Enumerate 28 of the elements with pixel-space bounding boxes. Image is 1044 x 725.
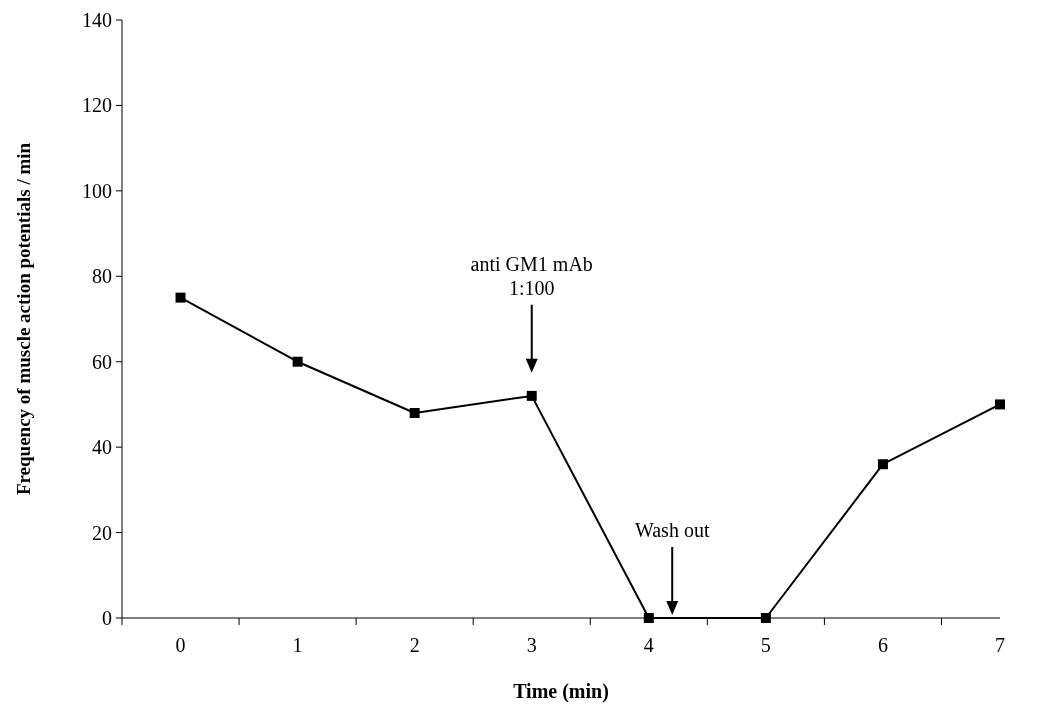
x-tick-label: 0 <box>175 634 186 656</box>
y-tick-label: 100 <box>82 179 112 202</box>
annotation: anti GM1 mAb 1:100 <box>470 252 593 299</box>
y-tick-label: 0 <box>102 607 112 629</box>
x-tick-label: 5 <box>760 634 771 656</box>
x-tick-label: 1 <box>292 634 303 656</box>
x-tick-label: 6 <box>877 634 888 656</box>
point <box>877 459 888 470</box>
point <box>526 390 537 401</box>
point <box>292 356 303 367</box>
y-tick-label: 60 <box>92 350 112 373</box>
x-axis-title: Time (min) <box>513 680 609 703</box>
point <box>643 613 654 623</box>
point <box>409 407 420 418</box>
point <box>175 292 186 303</box>
x-tick-label: 3 <box>526 634 537 656</box>
y-tick-label: 140 <box>82 9 112 31</box>
x-tick-label: 4 <box>643 634 654 656</box>
annotation: Wash out <box>634 519 710 542</box>
y-tick-label: 120 <box>82 94 112 117</box>
y-axis-title: Frequency of muscle action potentials / min <box>13 142 34 496</box>
point <box>995 399 1005 410</box>
x-tick-label: 7 <box>995 634 1005 656</box>
x-tick-label: 2 <box>409 634 420 656</box>
y-tick-label: 20 <box>92 521 112 544</box>
y-tick-label: 80 <box>92 265 112 288</box>
point <box>760 613 771 623</box>
y-tick-label: 40 <box>92 436 112 459</box>
